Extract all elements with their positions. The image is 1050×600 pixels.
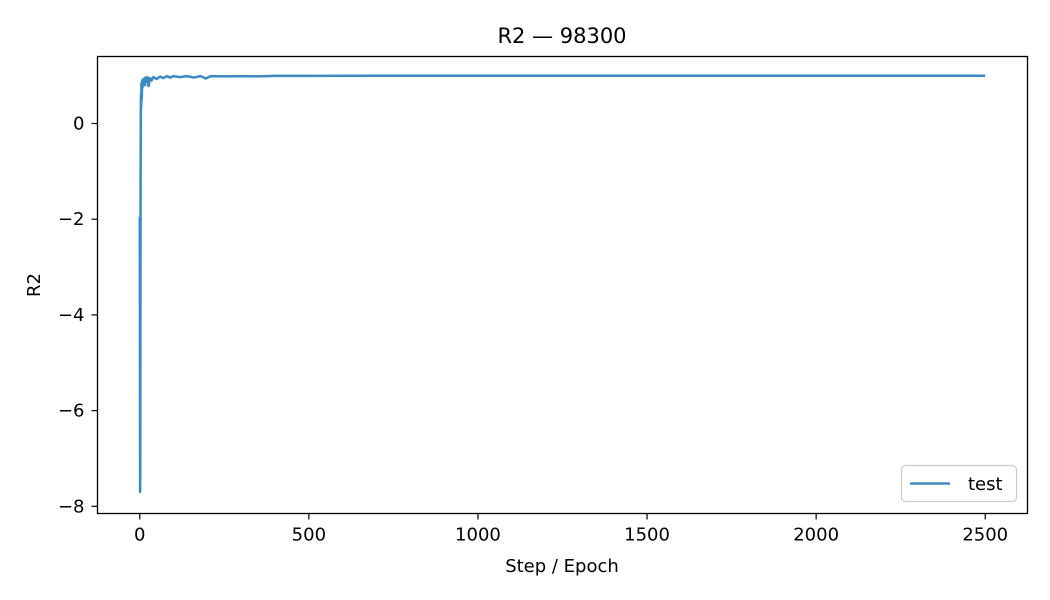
y-tick-label: 0 [73,113,84,134]
y-tick-label: −6 [58,401,85,422]
axes-frame [96,55,1029,515]
legend-label-test: test [968,474,1003,495]
y-tick-label: −4 [58,305,85,326]
series-layer [138,74,986,494]
x-tick-label: 500 [292,525,326,546]
chart-title: R2 — 98300 [497,24,626,48]
legend-box [900,464,1018,503]
x-axis: 0 500 1000 1500 2000 2500 [134,513,1008,546]
y-axis-label: R2 [24,273,45,297]
x-tick-label: 2000 [793,525,839,546]
series-line-test [138,74,986,494]
x-tick-label: 0 [134,525,145,546]
y-axis: −8 −6 −4 −2 0 [58,113,98,517]
legend: test [900,464,1018,503]
x-tick-label: 1500 [624,525,670,546]
y-tick-label: −2 [58,209,85,230]
y-tick-label: −8 [58,496,85,517]
x-tick-label: 1000 [455,525,501,546]
x-tick-label: 2500 [962,525,1008,546]
plot-area [96,55,1029,515]
x-axis-label: Step / Epoch [505,556,619,577]
